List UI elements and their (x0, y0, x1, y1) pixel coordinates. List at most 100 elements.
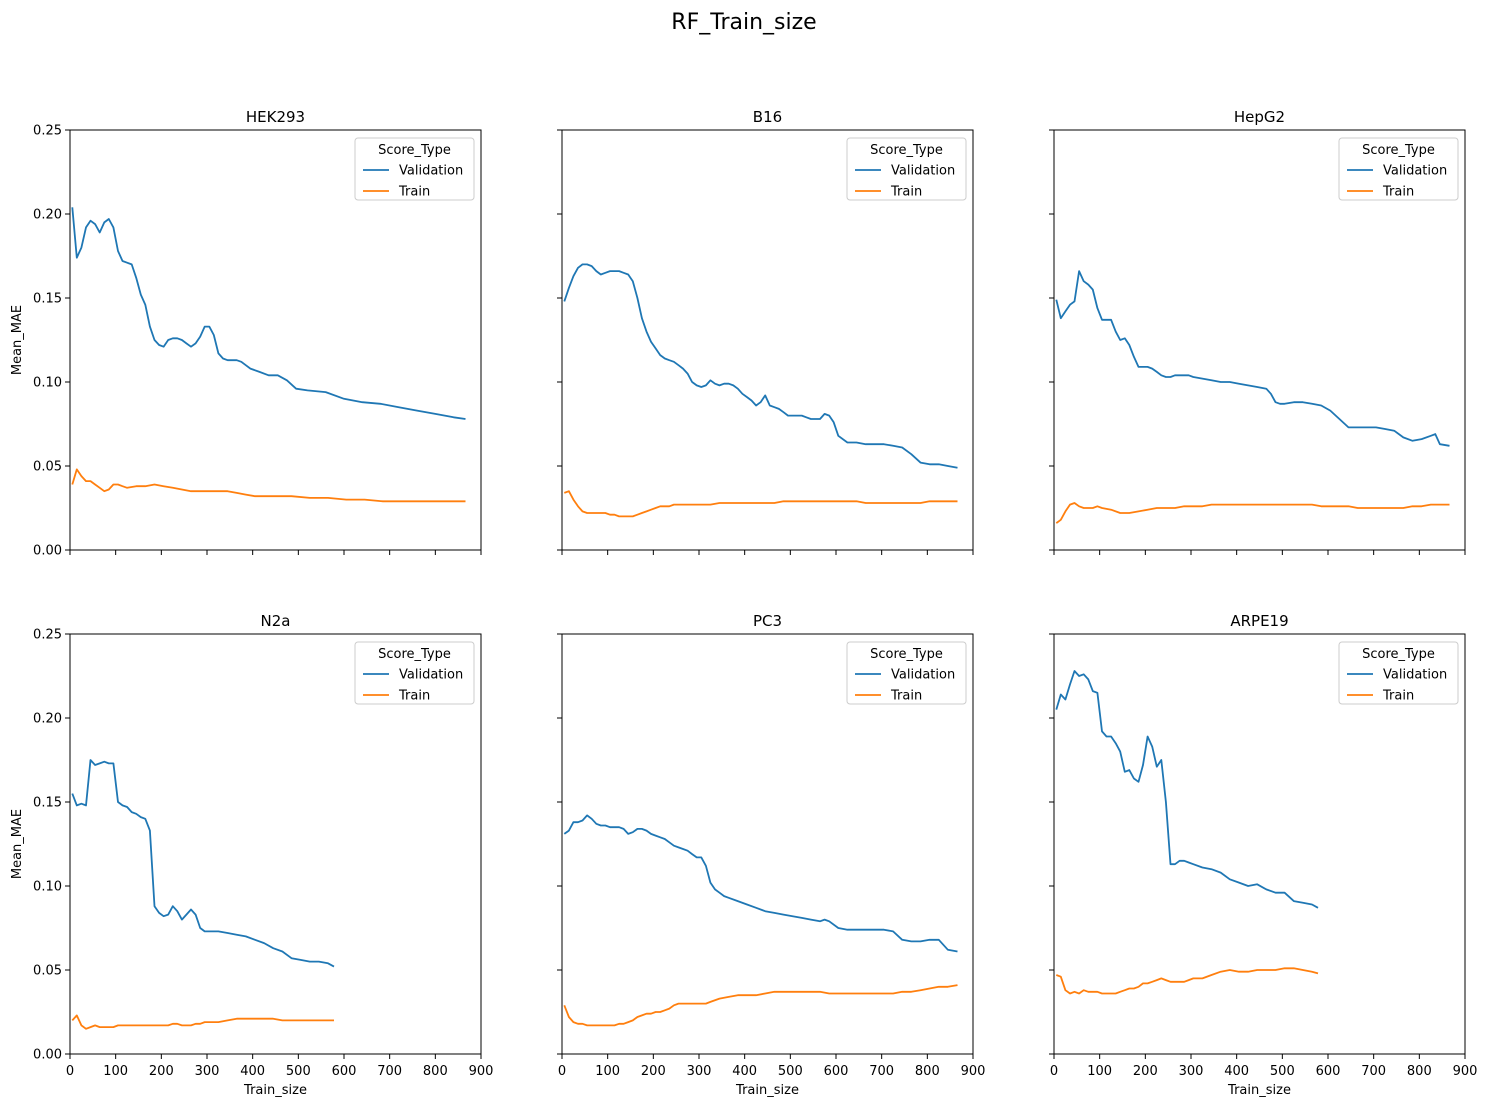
subplot-title: PC3 (753, 612, 782, 630)
x-tick-label: 600 (332, 1064, 357, 1079)
x-axis-label: Train_size (735, 1083, 799, 1098)
subplot-arpe19: ARPE19 0 100 200 300 400 500 600 700 800 900 Train_… (1049, 612, 1477, 1098)
x-tick-label: 700 (377, 1064, 402, 1079)
legend-title: Score_Type (378, 647, 451, 662)
y-tick-label: 0.10 (33, 880, 62, 895)
x-tick-label: 500 (286, 1064, 311, 1079)
y-tick-label: 0.05 (33, 460, 62, 475)
x-tick-label: 900 (961, 1064, 986, 1079)
x-tick-label: 100 (103, 1064, 128, 1079)
axes-frame (1053, 129, 1466, 551)
x-tick-label: 600 (824, 1064, 849, 1079)
subplot-title: ARPE19 (1230, 612, 1288, 630)
x-tick-label: 300 (687, 1064, 712, 1079)
series-line-train (563, 490, 958, 518)
subplot-hepg2: HepG2 Score_Type Validation Train (1049, 108, 1466, 555)
y-tick-label: 0.20 (33, 712, 62, 727)
y-axis-label: Mean_MAE (10, 305, 25, 375)
y-tick-label: 0.15 (33, 292, 62, 307)
series-line-validation (563, 263, 958, 469)
x-tick-label: 300 (1179, 1064, 1204, 1079)
series-line-validation (1055, 270, 1450, 447)
x-tick-label: 900 (1453, 1064, 1478, 1079)
series-line-train (1055, 967, 1319, 995)
figure-suptitle: RF_Train_size (671, 10, 816, 35)
subplot-pc3: PC3 0 100 200 300 400 500 600 700 800 900 Train_siz… (557, 612, 985, 1098)
legend: Score_Type Validation Train (354, 137, 475, 201)
y-tick-label: 0.25 (33, 124, 62, 139)
x-tick-label: 300 (195, 1064, 220, 1079)
axes-frame (561, 129, 974, 551)
legend-title: Score_Type (378, 143, 451, 158)
legend-box (354, 641, 475, 705)
y-tick-label: 0.10 (33, 376, 62, 391)
axes-frame (561, 633, 974, 1055)
series-line-train (71, 1014, 334, 1030)
x-tick-label: 400 (240, 1064, 265, 1079)
x-tick-label: 200 (641, 1064, 666, 1079)
series-line-validation (1055, 670, 1319, 909)
x-axis-label: Train_size (243, 1083, 307, 1098)
legend-box (354, 137, 475, 201)
x-tick-label: 800 (915, 1064, 940, 1079)
subplot-n2a: N2a 0.00 0.05 0.10 0.15 0.20 0.25 0 100 200 300 400… (10, 612, 493, 1098)
y-tick-label: 0.05 (33, 964, 62, 979)
legend-box (846, 137, 967, 201)
subplot-b16: B16 Score_Type Validation Train (557, 108, 974, 555)
legend: Score_Type Validation Train (1338, 137, 1459, 201)
x-tick-label: 800 (423, 1064, 448, 1079)
subplot-title: HEK293 (246, 108, 305, 126)
legend-label-validation: Validation (399, 668, 463, 683)
x-tick-label: 500 (1270, 1064, 1295, 1079)
axes-frame (1053, 633, 1466, 1055)
legend: Score_Type Validation Train (1338, 641, 1459, 705)
legend-label-train: Train (398, 185, 430, 200)
x-tick-label: 900 (469, 1064, 494, 1079)
legend: Score_Type Validation Train (354, 641, 475, 705)
legend-label-validation: Validation (1383, 164, 1447, 179)
series-line-train (1055, 502, 1450, 524)
x-tick-label: 800 (1407, 1064, 1432, 1079)
subplot-title: B16 (753, 108, 782, 126)
y-tick-label: 0.00 (33, 544, 62, 559)
x-axis-label: Train_size (1227, 1083, 1291, 1098)
x-tick-label: 200 (1133, 1064, 1158, 1079)
legend-title: Score_Type (1362, 143, 1435, 158)
series-line-train (563, 984, 958, 1027)
y-tick-label: 0.20 (33, 208, 62, 223)
x-tick-label: 500 (778, 1064, 803, 1079)
legend-label-validation: Validation (399, 164, 463, 179)
legend-title: Score_Type (870, 647, 943, 662)
series-line-validation (71, 207, 466, 420)
subplot-hek293: HEK293 0.00 0.05 0.10 0.15 0.20 0.25 Mean_MAE Sc… (10, 108, 482, 559)
legend-box (1338, 137, 1459, 201)
y-axis-label: Mean_MAE (10, 809, 25, 879)
x-tick-label: 400 (1224, 1064, 1249, 1079)
legend-label-validation: Validation (891, 164, 955, 179)
x-tick-label: 200 (149, 1064, 174, 1079)
legend-box (846, 641, 967, 705)
x-tick-label: 0 (66, 1064, 74, 1079)
y-tick-label: 0.00 (33, 1048, 62, 1063)
subplot-title: N2a (261, 612, 291, 630)
legend: Score_Type Validation Train (846, 137, 967, 201)
x-tick-label: 0 (1050, 1064, 1058, 1079)
series-line-train (71, 468, 466, 503)
legend-box (1338, 641, 1459, 705)
legend-label-train: Train (1382, 689, 1414, 704)
x-tick-label: 700 (1361, 1064, 1386, 1079)
axes-frame (69, 129, 482, 551)
subplot-title: HepG2 (1234, 108, 1285, 126)
legend-label-train: Train (398, 689, 430, 704)
x-tick-label: 0 (558, 1064, 566, 1079)
x-tick-label: 100 (595, 1064, 620, 1079)
x-tick-label: 100 (1087, 1064, 1112, 1079)
subplot-grid: HEK293 0.00 0.05 0.10 0.15 0.20 0.25 Mean_MAE Sc… (10, 108, 1477, 1098)
axes-frame (69, 633, 482, 1055)
legend-label-train: Train (1382, 185, 1414, 200)
series-line-validation (71, 759, 335, 968)
x-tick-label: 400 (732, 1064, 757, 1079)
legend-title: Score_Type (870, 143, 943, 158)
legend-label-train: Train (890, 689, 922, 704)
y-tick-label: 0.15 (33, 796, 62, 811)
